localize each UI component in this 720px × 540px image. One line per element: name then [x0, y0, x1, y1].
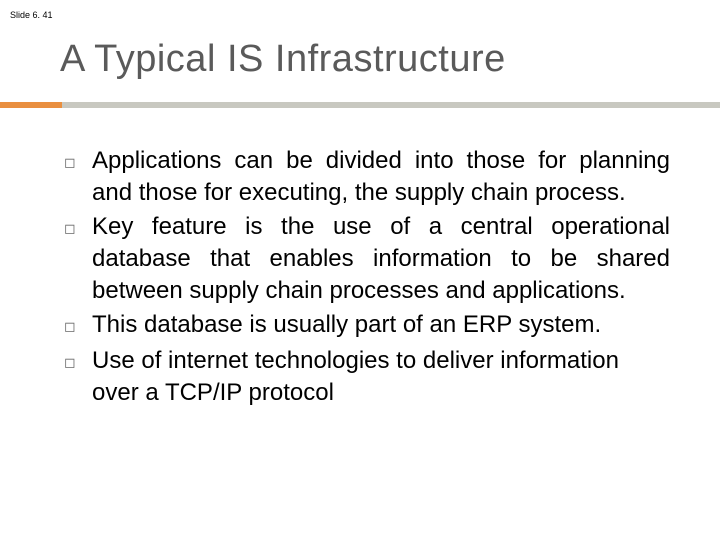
bullet-text: This database is usually part of an ERP …	[92, 309, 670, 341]
square-bullet-icon: ◻	[62, 345, 92, 379]
slide-title: A Typical IS Infrastructure	[60, 38, 506, 81]
bullet-item: ◻Applications can be divided into those …	[62, 145, 670, 209]
bullet-item: ◻Use of internet technologies to deliver…	[62, 345, 670, 409]
bullet-item: ◻Key feature is the use of a central ope…	[62, 211, 670, 307]
square-bullet-icon: ◻	[62, 309, 92, 343]
slide-number: Slide 6. 41	[10, 10, 53, 20]
bullet-list: ◻Applications can be divided into those …	[62, 145, 670, 411]
bullet-item: ◻This database is usually part of an ERP…	[62, 309, 670, 343]
square-bullet-icon: ◻	[62, 211, 92, 245]
bullet-text: Key feature is the use of a central oper…	[92, 211, 670, 307]
slide: Slide 6. 41 A Typical IS Infrastructure …	[0, 0, 720, 540]
square-bullet-icon: ◻	[62, 145, 92, 179]
title-divider	[0, 102, 720, 108]
bullet-text: Use of internet technologies to deliver …	[92, 345, 670, 409]
divider-main	[62, 102, 720, 108]
bullet-text: Applications can be divided into those f…	[92, 145, 670, 209]
divider-accent	[0, 102, 62, 108]
